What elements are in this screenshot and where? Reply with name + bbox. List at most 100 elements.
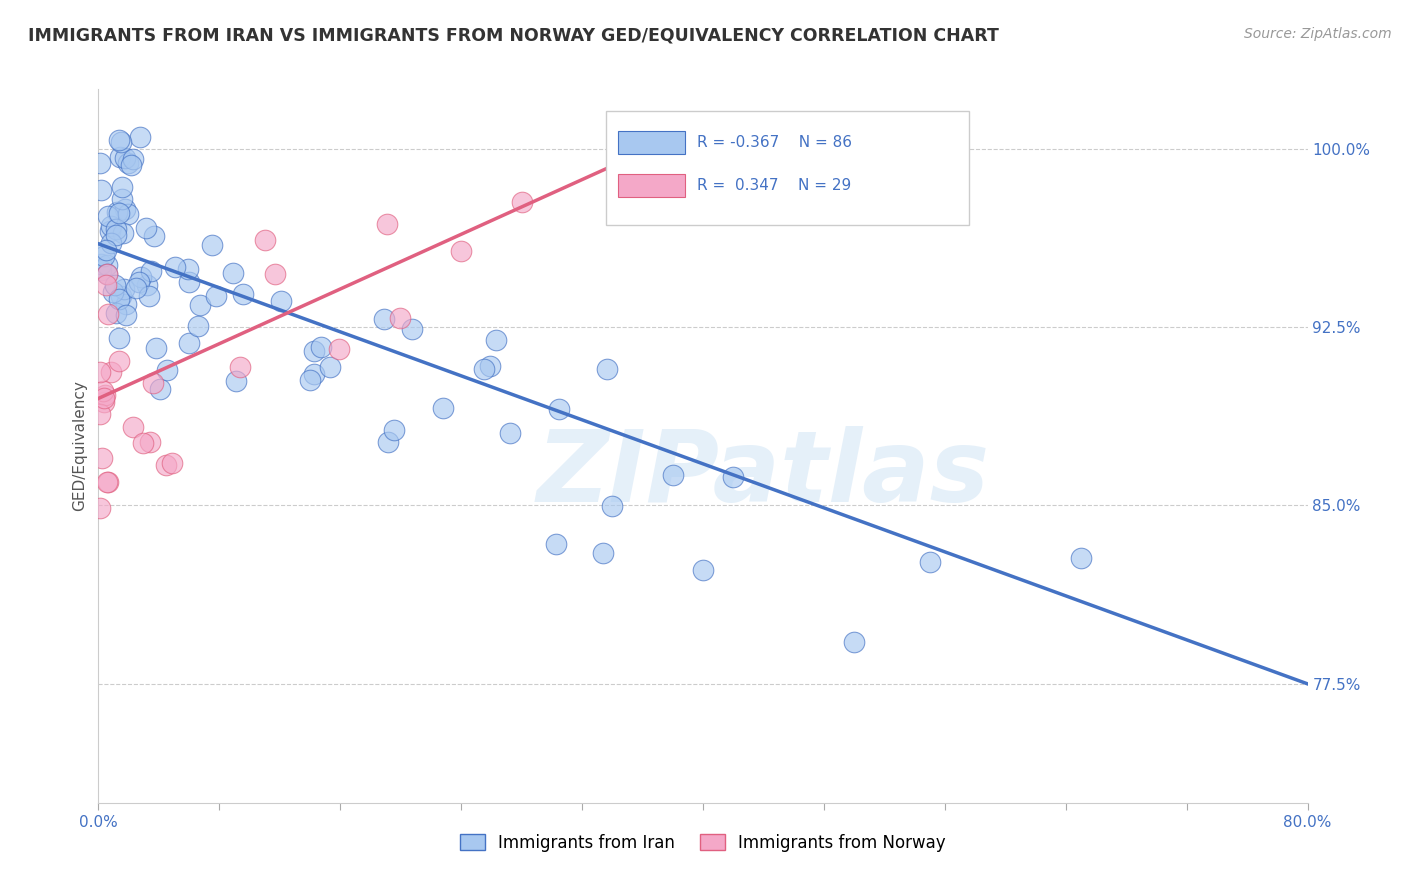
Point <box>485 334 508 348</box>
Point <box>187 318 209 333</box>
Point <box>104 227 127 242</box>
Point <box>104 278 127 293</box>
Point <box>98 224 121 238</box>
Point <box>201 238 224 252</box>
Point <box>382 423 405 437</box>
Point <box>389 311 412 326</box>
Text: Source: ZipAtlas.com: Source: ZipAtlas.com <box>1244 27 1392 41</box>
Point <box>600 499 623 513</box>
Point <box>108 133 131 147</box>
Point <box>96 268 118 282</box>
Point <box>661 468 683 483</box>
Point <box>205 289 228 303</box>
Point <box>544 537 567 551</box>
Point <box>125 281 148 295</box>
Point <box>472 362 495 376</box>
Point <box>138 288 160 302</box>
Point <box>228 359 250 374</box>
Point <box>96 258 118 272</box>
Point <box>375 217 398 231</box>
Point <box>302 367 325 381</box>
Point <box>90 183 112 197</box>
Point <box>510 195 533 210</box>
Point <box>111 179 134 194</box>
Point <box>97 209 120 223</box>
Point <box>107 331 129 345</box>
Point <box>136 277 159 292</box>
Point <box>115 296 138 310</box>
Point <box>110 150 132 164</box>
Point <box>299 373 322 387</box>
Point <box>232 286 254 301</box>
Point <box>108 354 131 368</box>
Point <box>94 243 117 257</box>
Point <box>309 340 332 354</box>
Point <box>139 264 162 278</box>
Point <box>121 420 143 434</box>
Point <box>100 219 122 233</box>
Point <box>547 402 569 417</box>
Point <box>93 392 115 406</box>
Point <box>110 289 132 303</box>
Bar <box>619 131 685 154</box>
Point <box>844 634 866 648</box>
Point <box>270 293 292 308</box>
Point <box>149 382 172 396</box>
Point <box>596 361 619 376</box>
Point <box>94 388 117 402</box>
Point <box>499 425 522 440</box>
Point <box>96 267 118 281</box>
Point <box>101 285 124 299</box>
Point <box>93 249 115 263</box>
Point <box>432 401 454 415</box>
Point <box>254 233 277 247</box>
Point <box>104 221 127 235</box>
Point <box>100 235 122 250</box>
Point <box>93 395 115 409</box>
Point <box>117 156 139 170</box>
Point <box>156 362 179 376</box>
Point <box>222 266 245 280</box>
Point <box>592 546 614 560</box>
Point <box>160 456 183 470</box>
Point <box>450 244 472 259</box>
Point <box>188 298 211 312</box>
Legend: Immigrants from Iran, Immigrants from Norway: Immigrants from Iran, Immigrants from No… <box>453 828 953 859</box>
Y-axis label: GED/Equivalency: GED/Equivalency <box>72 381 87 511</box>
Point <box>145 341 167 355</box>
Point <box>120 158 142 172</box>
Point <box>93 384 115 399</box>
Point <box>108 292 131 306</box>
Point <box>97 307 120 321</box>
Point <box>723 470 745 484</box>
Point <box>328 343 350 357</box>
Point <box>90 451 112 466</box>
Point <box>111 226 134 240</box>
Point <box>96 475 118 489</box>
Point <box>373 311 395 326</box>
Point <box>132 436 155 450</box>
Text: R =  0.347    N = 29: R = 0.347 N = 29 <box>697 178 851 193</box>
Point <box>117 207 139 221</box>
Point <box>177 261 200 276</box>
Point <box>131 270 153 285</box>
Point <box>163 260 186 275</box>
Text: IMMIGRANTS FROM IRAN VS IMMIGRANTS FROM NORWAY GED/EQUIVALENCY CORRELATION CHART: IMMIGRANTS FROM IRAN VS IMMIGRANTS FROM … <box>28 27 1000 45</box>
Point <box>263 267 285 281</box>
Point <box>112 282 135 296</box>
Point <box>89 501 111 516</box>
Point <box>115 308 138 322</box>
Point <box>129 129 152 144</box>
Point <box>96 278 118 293</box>
Point <box>97 475 120 489</box>
Point <box>142 376 165 390</box>
Point <box>122 153 145 167</box>
Point <box>377 435 399 450</box>
Point <box>692 563 714 577</box>
Point <box>111 192 134 206</box>
Point <box>918 555 941 569</box>
Point <box>105 204 128 219</box>
Point <box>114 151 136 165</box>
FancyBboxPatch shape <box>606 111 969 225</box>
Point <box>110 136 132 150</box>
